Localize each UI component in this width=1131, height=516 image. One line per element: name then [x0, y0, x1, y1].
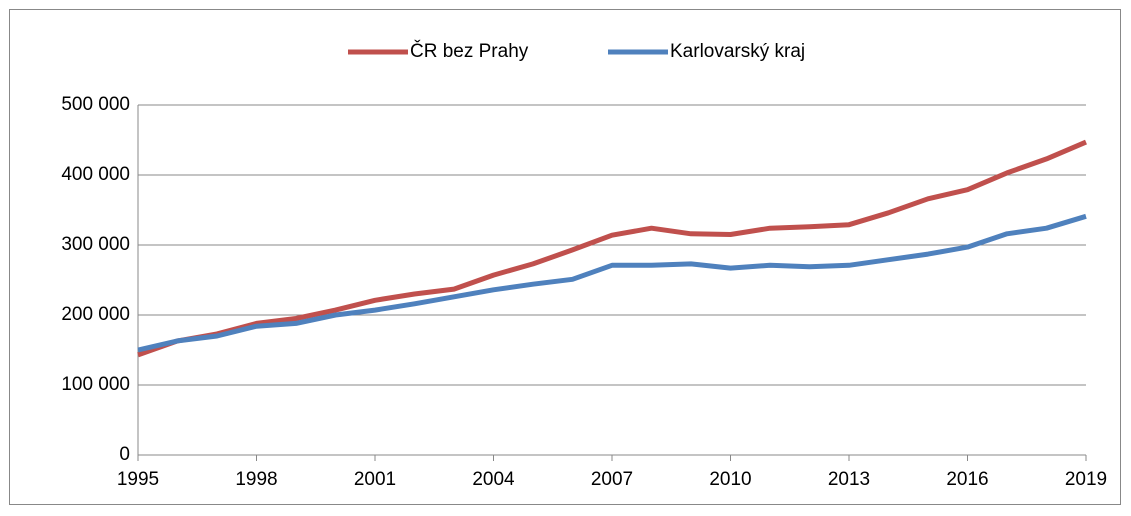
x-tick-label: 2019: [1065, 469, 1107, 490]
x-tick-label: 2004: [472, 469, 515, 490]
x-tick-label: 1995: [117, 469, 159, 490]
x-tick-label: 2001: [354, 469, 396, 490]
y-tick-label: 500 000: [61, 94, 130, 115]
legend-label: Karlovarský kraj: [670, 41, 805, 62]
x-tick-label: 2007: [591, 469, 633, 490]
x-tick-label: 2013: [828, 469, 870, 490]
y-tick-label: 0: [119, 444, 130, 465]
y-tick-label: 100 000: [61, 374, 130, 395]
chart-border: [9, 9, 1121, 505]
y-tick-label: 400 000: [61, 164, 130, 185]
x-tick-label: 2016: [946, 469, 988, 490]
y-tick-label: 200 000: [61, 304, 130, 325]
series-line: [137, 139, 1087, 358]
x-tick-label: 1998: [235, 469, 277, 490]
legend-label: ČR bez Prahy: [410, 40, 529, 62]
x-tick-label: 2010: [709, 469, 751, 490]
y-tick-label: 300 000: [61, 234, 130, 255]
series-line: [137, 213, 1087, 353]
